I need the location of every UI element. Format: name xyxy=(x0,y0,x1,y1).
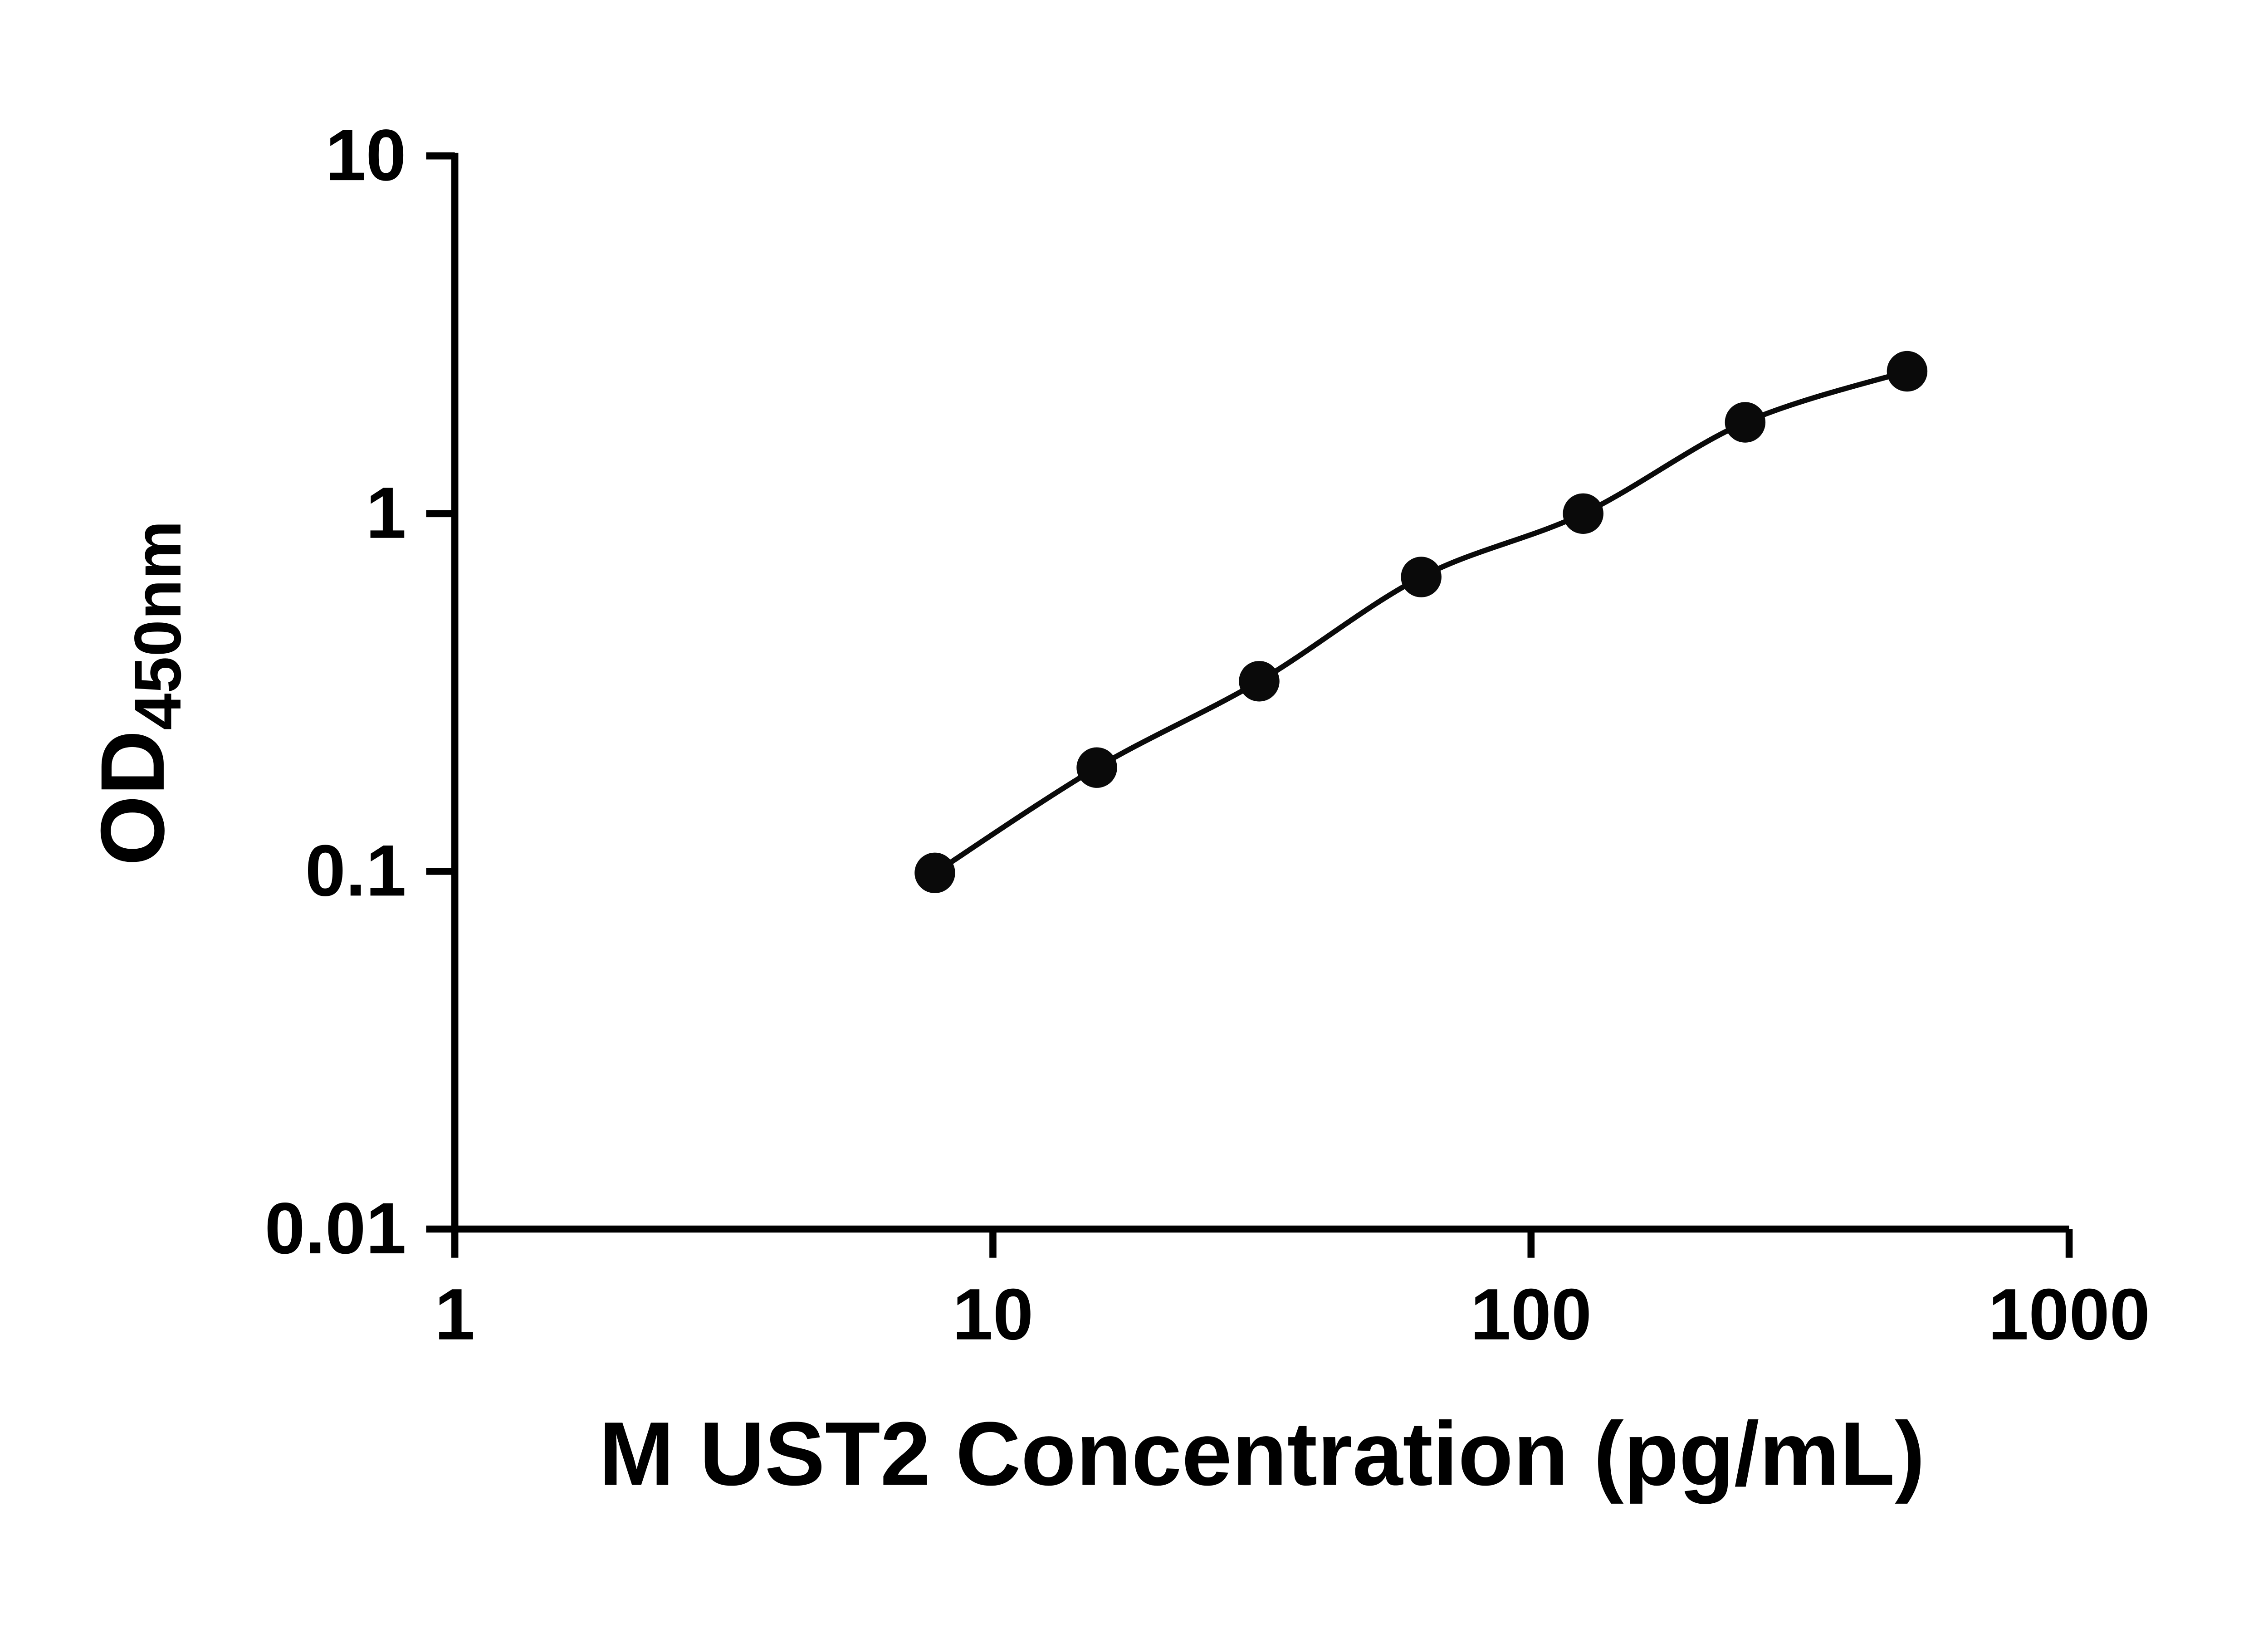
x-tick-label: 100 xyxy=(1470,1274,1592,1355)
y-tick-label: 0.01 xyxy=(264,1188,406,1269)
y-tick-label: 10 xyxy=(325,114,406,196)
y-axis-title-subscript: 450nm xyxy=(121,521,195,730)
y-axis-ticks xyxy=(426,152,455,1233)
fit-curve xyxy=(933,368,1908,875)
x-axis-tick-labels: 1 10 100 1000 xyxy=(435,1274,2150,1355)
standard-curve-figure: 0.01 0.1 1 10 1 10 100 1000 M UST2 Concentrati… xyxy=(18,7,2268,1595)
standard-curve-line xyxy=(933,368,1908,875)
y-axis-tick-labels: 0.01 0.1 1 10 xyxy=(264,114,406,1269)
data-points xyxy=(914,351,1928,894)
data-point xyxy=(1076,747,1117,788)
x-tick-label: 1000 xyxy=(1988,1274,2150,1355)
data-point xyxy=(1725,402,1766,443)
data-point xyxy=(1239,661,1280,702)
y-axis-title-main: OD xyxy=(83,730,183,866)
x-tick-label: 1 xyxy=(435,1274,475,1355)
y-axis-title: OD450nm xyxy=(83,521,195,866)
x-axis-ticks xyxy=(451,1229,2073,1258)
x-tick-label: 10 xyxy=(953,1274,1033,1355)
standard-curve-chart: 0.01 0.1 1 10 1 10 100 1000 M UST2 Concentrati… xyxy=(18,7,2268,1595)
data-point xyxy=(914,852,955,894)
x-axis-title: M UST2 Concentration (pg/mL) xyxy=(599,1403,1925,1504)
y-tick-label: 0.1 xyxy=(305,830,406,911)
data-point xyxy=(1563,493,1603,534)
data-point xyxy=(1887,351,1928,392)
data-point xyxy=(1401,557,1442,597)
y-tick-label: 1 xyxy=(366,472,406,553)
